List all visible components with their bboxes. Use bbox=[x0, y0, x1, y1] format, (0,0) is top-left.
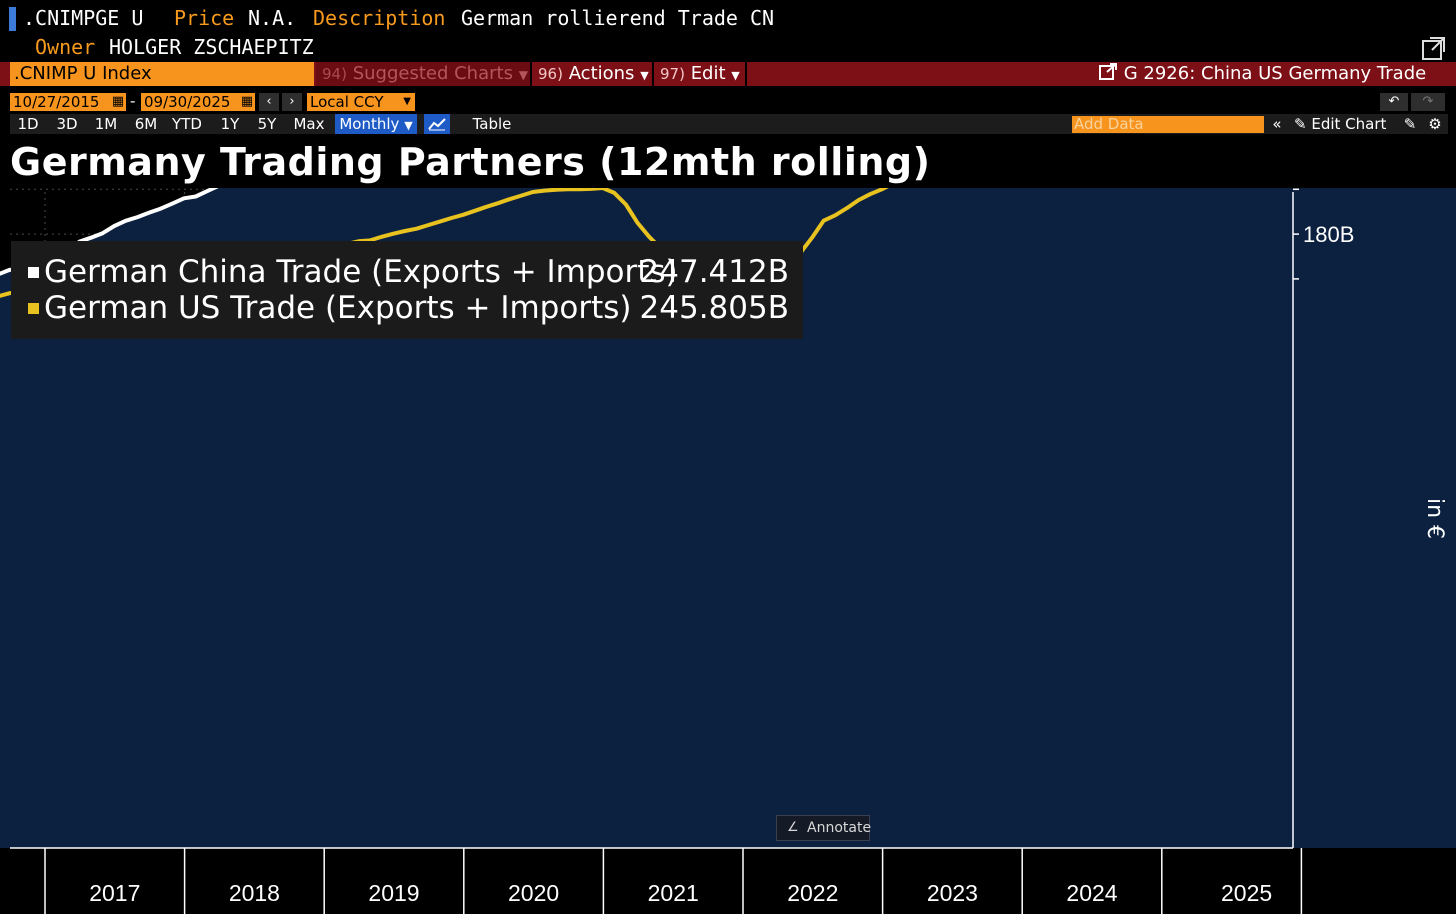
legend-value-china: 247.412B bbox=[639, 254, 789, 290]
currency-value: Local CCY bbox=[310, 93, 384, 111]
annotate-button[interactable]: ∠ Annotate bbox=[776, 815, 872, 841]
suggested-charts-label: Suggested Charts bbox=[352, 63, 513, 84]
chevron-down-icon: ▼ bbox=[404, 119, 413, 132]
edit-number: 97) bbox=[660, 65, 685, 83]
chart-view-icon[interactable] bbox=[424, 114, 450, 134]
period-1m[interactable]: 1M bbox=[94, 115, 118, 133]
legend-item-china[interactable]: German China Trade (Exports + Imports) 2… bbox=[11, 254, 803, 290]
chart-legend[interactable]: German China Trade (Exports + Imports) 2… bbox=[11, 241, 803, 339]
toolbar-divider bbox=[530, 62, 532, 86]
period-5y[interactable]: 5Y bbox=[257, 115, 277, 133]
x-tick-label: 2025 bbox=[1221, 880, 1272, 906]
legend-name-us: German US Trade (Exports + Imports) bbox=[44, 290, 632, 326]
chevron-down-icon: ▼ bbox=[731, 69, 740, 82]
pencil-icon: ∠ bbox=[787, 820, 799, 835]
gear-icon[interactable]: ⚙ bbox=[1428, 115, 1442, 133]
x-tick-label: 2017 bbox=[89, 880, 140, 906]
collapse-icon[interactable]: « bbox=[1272, 115, 1282, 133]
date-separator: - bbox=[130, 92, 136, 110]
graph-title-button[interactable]: G 2926: China US Germany Trade bbox=[1092, 62, 1447, 86]
currency-select[interactable]: Local CCY ▼ bbox=[307, 93, 415, 111]
pencil-icon: ✎ bbox=[1294, 115, 1307, 133]
table-view-button[interactable]: Table bbox=[472, 115, 512, 133]
chevron-down-icon: ▼ bbox=[640, 69, 649, 82]
calendar-icon[interactable]: ▦ bbox=[239, 93, 255, 111]
x-tick-label: 2022 bbox=[787, 880, 838, 906]
end-date-field[interactable]: 09/30/2025 bbox=[141, 93, 239, 111]
launch-icon bbox=[1099, 63, 1117, 80]
suggested-charts-number: 94) bbox=[322, 65, 347, 83]
header-line-2: Owner HOLGER ZSCHAEPITZ bbox=[0, 35, 1456, 61]
chevron-down-icon: ▼ bbox=[518, 68, 528, 82]
chart-title: Germany Trading Partners (12mth rolling) bbox=[10, 140, 931, 184]
security-field[interactable]: .CNIMP U Index bbox=[10, 62, 314, 86]
previous-period-button[interactable]: ‹ bbox=[259, 93, 279, 111]
start-date-field[interactable]: 10/27/2015 bbox=[10, 93, 110, 111]
owner-label: Owner bbox=[35, 35, 96, 59]
toolbar-divider bbox=[745, 62, 747, 86]
description-value: German rollierend Trade CN bbox=[461, 6, 775, 30]
edit-chart-button[interactable]: ✎ Edit Chart bbox=[1294, 114, 1390, 134]
graph-title: G 2926: China US Germany Trade bbox=[1123, 63, 1427, 84]
next-period-button[interactable]: › bbox=[282, 93, 302, 111]
header-ticker[interactable]: .CNIMPGE U bbox=[23, 6, 144, 30]
add-data-input[interactable]: Add Data bbox=[1072, 116, 1264, 133]
main-toolbar: .CNIMP U Index 94) Suggested Charts ▼ 96… bbox=[0, 62, 1456, 86]
security-color-marker bbox=[9, 7, 16, 31]
y-tick-label: 180B bbox=[1303, 222, 1354, 247]
owner-value: HOLGER ZSCHAEPITZ bbox=[109, 35, 314, 59]
edit-settings-icon[interactable]: ✎ bbox=[1403, 115, 1417, 133]
x-tick-label: 2023 bbox=[927, 880, 978, 906]
chevron-down-icon: ▼ bbox=[403, 96, 411, 107]
period-max[interactable]: Max bbox=[293, 115, 325, 133]
legend-name-china: German China Trade (Exports + Imports) bbox=[44, 254, 678, 290]
actions-menu[interactable]: 96) Actions ▼ bbox=[532, 62, 652, 86]
period-1d[interactable]: 1D bbox=[17, 115, 39, 133]
legend-value-us: 245.805B bbox=[639, 290, 789, 326]
annotate-label: Annotate bbox=[807, 820, 872, 836]
period-bar: 1D 3D 1M 6M YTD 1Y 5Y Max Monthly ▼ Tabl… bbox=[10, 114, 1448, 134]
toolbar-divider bbox=[652, 62, 654, 86]
x-tick-label: 2018 bbox=[229, 880, 280, 906]
legend-swatch-us bbox=[28, 303, 39, 314]
edit-label: Edit bbox=[690, 63, 726, 84]
redo-icon[interactable]: ↷ bbox=[1411, 93, 1445, 111]
period-6m[interactable]: 6M bbox=[134, 115, 158, 133]
description-label: Description bbox=[313, 6, 446, 30]
y-axis-unit-label: in € bbox=[1422, 498, 1447, 540]
actions-label: Actions bbox=[568, 63, 635, 84]
price-value: N.A. bbox=[248, 6, 297, 30]
calendar-icon[interactable]: ▦ bbox=[110, 93, 126, 111]
period-3d[interactable]: 3D bbox=[56, 115, 78, 133]
legend-item-us[interactable]: German US Trade (Exports + Imports) 245.… bbox=[11, 290, 803, 326]
china-trade-area bbox=[0, 188, 1456, 848]
undo-icon[interactable]: ↶ bbox=[1380, 93, 1408, 111]
price-label: Price bbox=[174, 6, 235, 30]
x-tick-label: 2019 bbox=[368, 880, 419, 906]
frequency-value: Monthly bbox=[339, 115, 400, 133]
header-line-1: .CNIMPGE U Price N.A. Description German… bbox=[0, 6, 1456, 34]
frequency-select[interactable]: Monthly ▼ bbox=[335, 114, 417, 134]
period-1y[interactable]: 1Y bbox=[220, 115, 240, 133]
x-tick-label: 2021 bbox=[648, 880, 699, 906]
actions-number: 96) bbox=[538, 65, 563, 83]
edit-menu[interactable]: 97) Edit ▼ bbox=[655, 62, 745, 86]
y-axis: 180B200B220B240B260B280B300B bbox=[10, 188, 1354, 849]
suggested-charts-menu[interactable]: 94) Suggested Charts ▼ bbox=[316, 62, 530, 86]
x-tick-label: 2020 bbox=[508, 880, 559, 906]
edit-chart-label: Edit Chart bbox=[1311, 115, 1387, 133]
expand-window-icon[interactable] bbox=[1420, 34, 1448, 62]
x-tick-label: 2024 bbox=[1066, 880, 1117, 906]
period-ytd[interactable]: YTD bbox=[172, 115, 202, 133]
date-range-row: 10/27/2015 ▦ - 09/30/2025 ▦ ‹ › Local CC… bbox=[0, 92, 1456, 112]
legend-swatch-china bbox=[28, 267, 39, 278]
x-axis: 2017 2018 2019 2020 2021 2022 2023 2024 2025 bbox=[44, 848, 1303, 914]
